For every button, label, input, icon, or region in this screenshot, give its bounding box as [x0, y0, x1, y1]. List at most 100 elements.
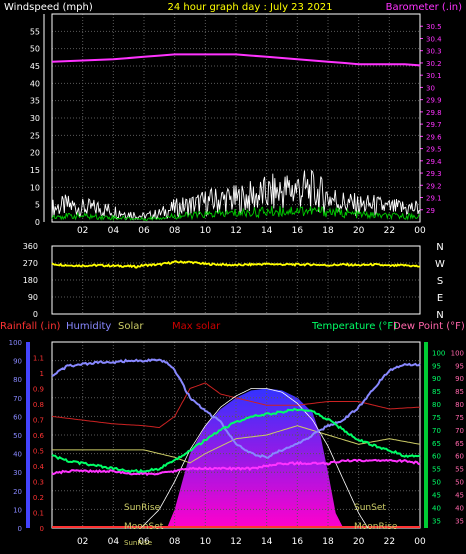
legend-rainfall: Rainfall (.in)	[0, 321, 61, 332]
y-tick-label-wind: 30	[30, 114, 40, 123]
y-tick-label-temperature: 65	[432, 440, 441, 448]
y-tick-label-humidity: 70	[13, 395, 22, 403]
y-tick-label-dewpoint: 80	[455, 401, 464, 409]
y-tick-label-temperature: 85	[432, 388, 441, 396]
compass-label: N	[436, 310, 443, 321]
y-tick-label-barometer: 29.9	[426, 97, 442, 105]
series-humidity	[51, 358, 421, 459]
y-tick-label-dewpoint: 85	[455, 388, 464, 396]
y-tick-label-barometer: 30.5	[426, 23, 442, 31]
x-tick-label: 06	[138, 226, 150, 236]
y-tick-label-direction: 90	[28, 293, 38, 302]
x-tick-label: 20	[353, 537, 365, 547]
wind-direction-panel: 360 N 270 W 180 S 90 E 0 N	[23, 242, 445, 321]
y-tick-label-wind: 0	[35, 218, 40, 227]
chart-title: 24 hour graph day : July 23 2021	[167, 2, 332, 13]
y-tick-label-barometer: 29.5	[426, 146, 442, 154]
x-tick-label: 04	[108, 226, 120, 236]
y-tick-label-dewpoint: 60	[455, 453, 464, 461]
x-tick-label: 22	[384, 226, 395, 236]
x-tick-label: 08	[169, 226, 181, 236]
y-tick-label-direction: 270	[23, 259, 38, 268]
y-tick-label-barometer: 30	[426, 84, 435, 92]
y-tick-label-barometer: 30.4	[426, 35, 442, 43]
y-tick-label-barometer: 29	[426, 207, 435, 215]
x-tick-label: 10	[200, 226, 212, 236]
y-tick-label-humidity: 40	[13, 451, 22, 459]
y-tick-label-barometer: 29.8	[426, 109, 442, 117]
y-tick-label-dewpoint: 55	[455, 466, 464, 474]
x-tick-label: 12	[230, 537, 241, 547]
y-tick-label-barometer: 29.2	[426, 182, 442, 190]
sunrise-marker-label: SunRise	[124, 539, 152, 547]
y-tick-label-wind: 40	[30, 79, 40, 88]
x-tick-label: 12	[230, 226, 241, 236]
y-tick-label-dewpoint: 100	[451, 349, 464, 357]
y-tick-label-rain: 0.3	[33, 479, 44, 487]
compass-label: N	[436, 242, 443, 253]
x-tick-label: 16	[292, 537, 304, 547]
temperature-axis-bar	[424, 342, 428, 528]
y-tick-label-dewpoint: 50	[455, 479, 464, 487]
moonset-label: MoonSet	[124, 522, 164, 532]
x-tick-label: 14	[261, 226, 273, 236]
x-tick-label: 02	[77, 537, 88, 547]
y-tick-label-wind: 45	[30, 62, 40, 71]
series-temperature	[51, 407, 421, 474]
y-tick-label-rain: 0.4	[33, 463, 45, 471]
series-wind-direction	[51, 260, 421, 269]
y-tick-label-dewpoint: 75	[455, 414, 464, 422]
y-tick-label-wind: 5	[35, 201, 40, 210]
x-tick-label: 16	[292, 226, 304, 236]
plot-frame	[51, 13, 421, 223]
y-tick-label-rain: 0.8	[33, 401, 44, 409]
y-tick-label-dewpoint: 65	[455, 440, 464, 448]
y-tick-label-rain: 1.1	[33, 355, 44, 363]
x-tick-label: 22	[384, 537, 395, 547]
y-tick-label-rain: 0.1	[33, 510, 44, 518]
x-tick-label: 14	[261, 537, 273, 547]
y-tick-label-wind: 55	[30, 27, 40, 36]
y-tick-label-barometer: 30.1	[426, 72, 442, 80]
y-tick-label-humidity: 20	[13, 488, 22, 496]
rainfall-baseline	[52, 526, 420, 528]
y-tick-label-wind: 10	[30, 183, 40, 192]
y-tick-label-dewpoint: 45	[455, 491, 464, 499]
y-tick-label-wind: 50	[30, 45, 40, 54]
compass-label: S	[437, 276, 443, 287]
y-tick-label-temperature: 60	[432, 453, 441, 461]
x-tick-label: 00	[414, 537, 426, 547]
y-tick-label-dewpoint: 40	[455, 504, 464, 512]
y-tick-label-temperature: 40	[432, 504, 441, 512]
barometer-axis-title: Barometer (.in)	[386, 2, 462, 13]
series-solar-radiation	[167, 388, 344, 528]
plot-frame	[51, 245, 421, 315]
y-tick-label-rain: 0.7	[33, 417, 44, 425]
moonrise-label: MoonRise	[354, 522, 398, 532]
series-wind-gust	[51, 205, 421, 222]
y-tick-label-temperature: 35	[432, 517, 441, 525]
y-tick-label-direction: 360	[23, 242, 38, 251]
y-tick-label-barometer: 30.3	[426, 48, 442, 56]
wind-axis-title: Windspeed (mph)	[4, 2, 93, 13]
y-tick-label-humidity: 10	[13, 506, 22, 514]
series-solar	[52, 425, 421, 464]
x-tick-label: 20	[353, 226, 365, 236]
y-tick-label-humidity: 50	[13, 432, 22, 440]
y-tick-label-rain: 0.5	[33, 448, 44, 456]
legend: Rainfall (.in) Humidity Solar Max solar …	[0, 321, 465, 332]
y-tick-label-rain: 0	[40, 525, 44, 533]
y-tick-label-barometer: 29.1	[426, 195, 442, 203]
legend-max-solar: Max solar	[172, 321, 221, 332]
compass-label: W	[435, 259, 445, 270]
x-tick-label: 04	[108, 537, 120, 547]
y-tick-label-temperature: 75	[432, 414, 441, 422]
y-tick-label-barometer: 29.7	[426, 121, 442, 129]
x-tick-label: 08	[169, 537, 181, 547]
series-barometer	[51, 53, 421, 67]
y-tick-label-temperature: 80	[432, 401, 441, 409]
y-tick-label-wind: 35	[30, 97, 40, 106]
y-tick-label-wind: 15	[30, 166, 40, 175]
y-tick-label-wind: 25	[30, 131, 40, 140]
astro-annotations: SunRise MoonSet SunSet MoonRise SunRise	[124, 503, 398, 547]
